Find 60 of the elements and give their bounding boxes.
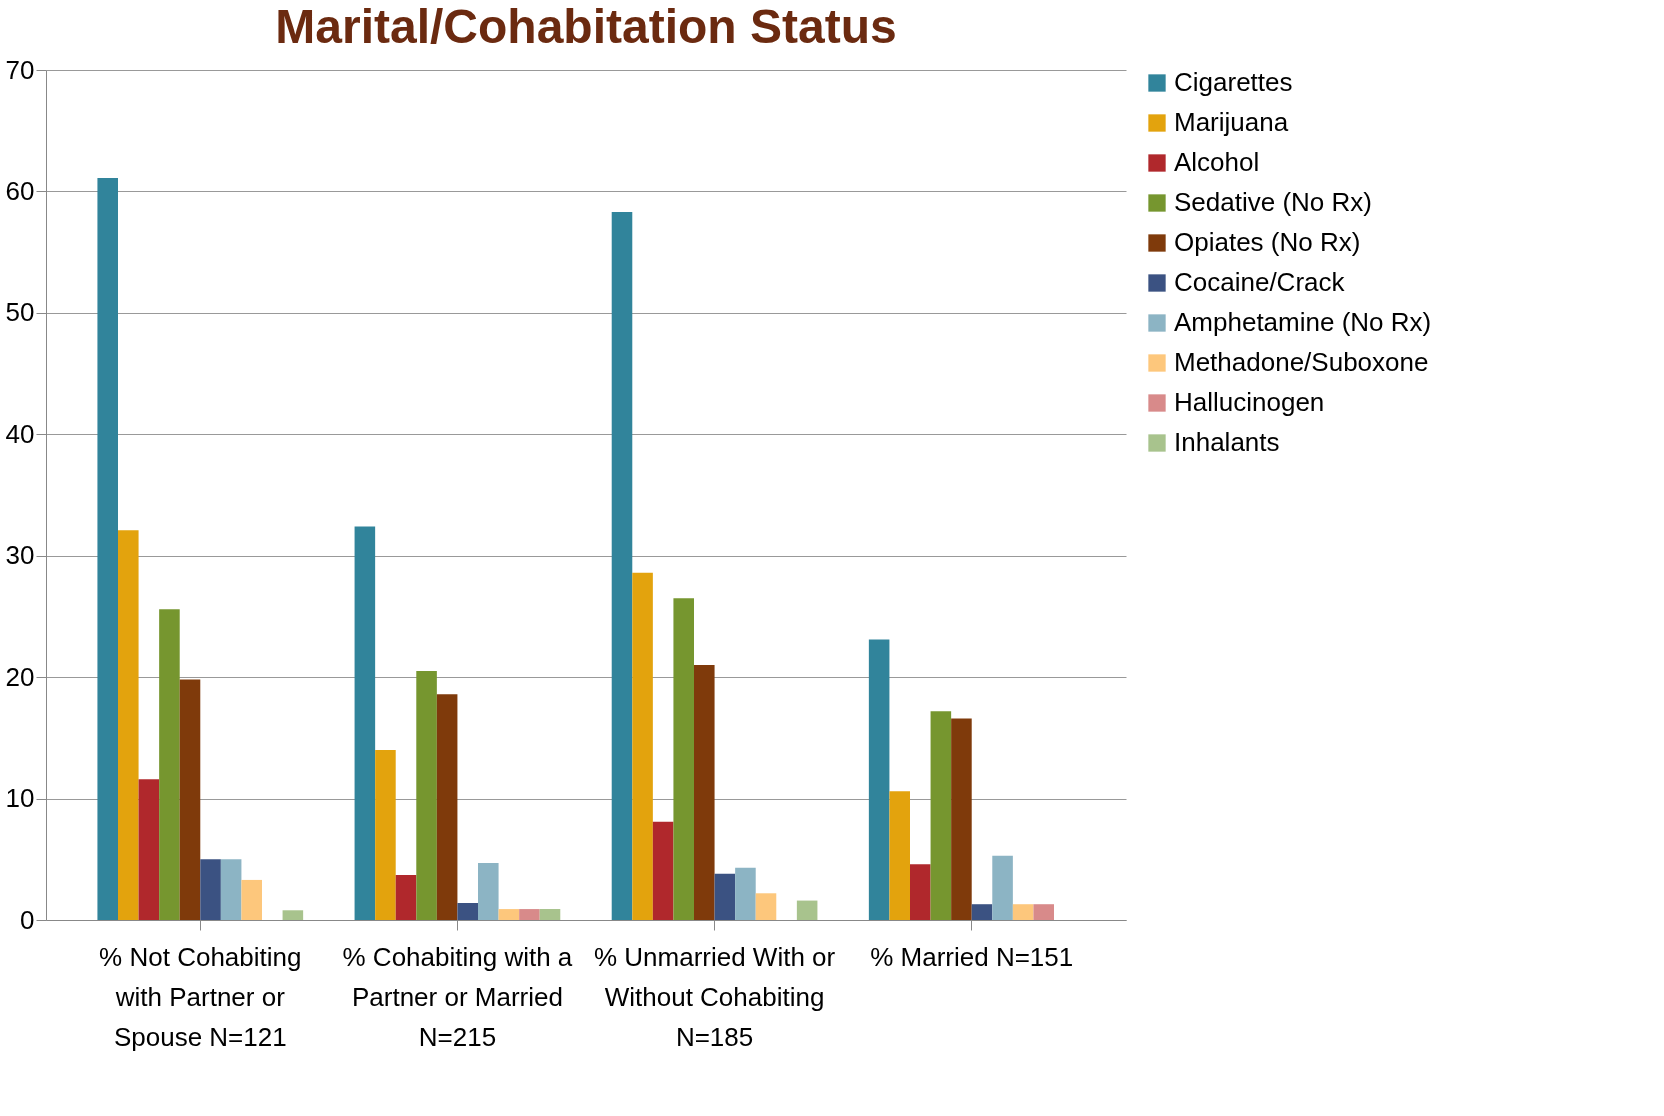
bar	[241, 879, 262, 920]
bar	[735, 867, 756, 920]
y-tick-label: 20	[5, 661, 35, 692]
legend-label: Cigarettes	[1174, 67, 1293, 97]
bar	[694, 665, 715, 920]
legend-label: Marijuana	[1174, 107, 1289, 137]
y-tick-label: 50	[5, 297, 35, 328]
bar	[755, 893, 777, 920]
legend-label: Sedative (No Rx)	[1174, 187, 1372, 217]
bar	[200, 859, 221, 920]
bar	[395, 875, 417, 920]
bar	[1012, 904, 1034, 920]
bar	[611, 212, 633, 920]
bar	[478, 862, 499, 920]
bar	[159, 609, 180, 920]
bar	[868, 639, 890, 920]
y-tick-label: 60	[5, 175, 35, 206]
bar	[436, 694, 458, 920]
y-tick-label: 10	[5, 783, 35, 814]
x-tick-label: % Unmarried With or Without Cohabiting N=185	[593, 941, 836, 1052]
bar	[498, 909, 520, 920]
bar	[416, 671, 437, 920]
bar	[910, 864, 931, 920]
bar	[539, 909, 561, 920]
bar	[1033, 904, 1054, 920]
legend-label: Methadone/Suboxone	[1174, 347, 1429, 377]
bar	[796, 900, 818, 920]
bar	[220, 859, 242, 920]
bar	[282, 910, 304, 920]
bar	[889, 791, 910, 920]
bar	[138, 779, 160, 920]
bar	[652, 821, 674, 920]
bar	[673, 598, 694, 920]
legend-label: Opiates (No Rx)	[1174, 227, 1361, 257]
bar	[97, 178, 118, 920]
y-tick-label: 0	[20, 904, 35, 935]
bar	[519, 909, 540, 920]
legend-label: Alcohol	[1174, 147, 1260, 177]
x-tick-label: % Not Cohabiting with Partner or Spouse N=121	[99, 941, 302, 1052]
legend-label: Cocaine/Crack	[1174, 267, 1346, 297]
bar	[179, 679, 201, 920]
legend-label: Hallucinogen	[1174, 387, 1325, 417]
x-tick-label: % Married N=151	[870, 941, 1074, 972]
y-tick-label: 30	[5, 540, 35, 571]
chart-title: Marital/Cohabitation Status	[275, 0, 897, 53]
bar	[375, 750, 396, 920]
y-tick-label: 70	[5, 54, 35, 85]
bar	[951, 718, 972, 920]
bar	[930, 711, 952, 920]
bar	[992, 855, 1013, 920]
bar	[632, 572, 653, 920]
legend-label: Inhalants	[1174, 427, 1280, 457]
x-tick-label: % Cohabiting with a Partner or Married N=215	[342, 941, 573, 1052]
bar	[457, 903, 478, 920]
bar	[118, 530, 139, 920]
bar	[354, 526, 376, 920]
bar	[714, 873, 736, 920]
legend-label: Amphetamine (No Rx)	[1174, 307, 1432, 337]
bar	[971, 904, 993, 920]
y-tick-label: 40	[5, 418, 35, 449]
